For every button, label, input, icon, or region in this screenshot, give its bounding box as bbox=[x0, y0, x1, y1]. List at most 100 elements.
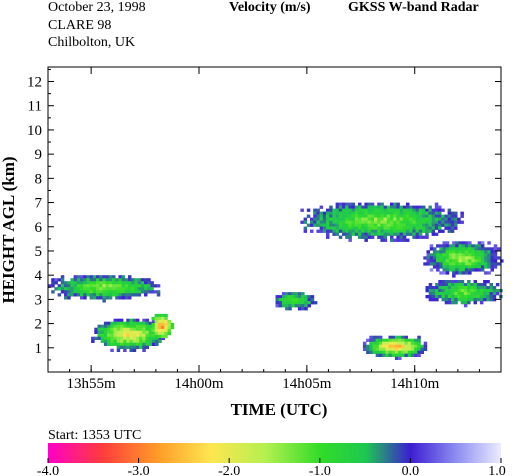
echo-cell bbox=[388, 338, 392, 342]
echo-cell bbox=[370, 205, 375, 209]
echo-cell bbox=[319, 226, 324, 230]
echo-region bbox=[151, 313, 175, 339]
echo-cell bbox=[457, 289, 461, 293]
echo-cell bbox=[415, 208, 420, 212]
echo-cell bbox=[150, 287, 154, 291]
echo-cell bbox=[490, 259, 494, 263]
x-tick-label: 14h05m bbox=[282, 376, 332, 392]
echo-cell bbox=[89, 281, 94, 285]
echo-cell bbox=[412, 211, 416, 215]
echo-cell bbox=[388, 347, 392, 351]
echo-cell bbox=[105, 278, 110, 282]
echo-cell bbox=[422, 214, 426, 218]
echo-cell bbox=[102, 287, 106, 291]
echo-cell bbox=[275, 298, 279, 302]
start-time-label: Start: 1353 UTC bbox=[48, 428, 141, 443]
echo-cell bbox=[407, 344, 412, 348]
echo-cell bbox=[480, 250, 485, 254]
echo-cell bbox=[161, 319, 165, 324]
echo-cell bbox=[116, 333, 121, 337]
echo-cell bbox=[447, 229, 452, 233]
echo-cell bbox=[342, 214, 346, 218]
echo-cell bbox=[412, 214, 416, 218]
echo-cell bbox=[474, 265, 478, 269]
echo-cell bbox=[463, 289, 468, 293]
echo-cell bbox=[80, 293, 84, 297]
echo-cell bbox=[374, 226, 378, 230]
echo-cell bbox=[118, 296, 122, 300]
echo-cell bbox=[431, 226, 436, 230]
echo-cell bbox=[364, 235, 368, 239]
echo-cell bbox=[417, 341, 421, 345]
echo-cell bbox=[322, 214, 327, 218]
echo-cell bbox=[116, 345, 121, 349]
echo-cell bbox=[370, 229, 375, 233]
echo-cell bbox=[390, 205, 394, 209]
echo-cell bbox=[426, 250, 430, 254]
echo-cell bbox=[116, 342, 121, 346]
echo-cell bbox=[140, 287, 145, 291]
echo-cell bbox=[412, 205, 416, 209]
echo-cell bbox=[148, 342, 153, 346]
echo-cell bbox=[383, 205, 388, 209]
echo-cell bbox=[67, 284, 71, 288]
echo-cell bbox=[380, 232, 384, 236]
echo-cell bbox=[445, 268, 450, 272]
echo-cell bbox=[377, 229, 381, 233]
echo-cell bbox=[155, 342, 159, 346]
echo-cell bbox=[121, 281, 126, 285]
echo-cell bbox=[438, 220, 442, 224]
echo-cell bbox=[164, 331, 168, 336]
echo-cell bbox=[438, 223, 442, 227]
echo-cell bbox=[385, 341, 389, 345]
echo-cell bbox=[487, 259, 491, 263]
echo-cell bbox=[126, 336, 130, 340]
echo-cell bbox=[83, 278, 87, 282]
echo-cell bbox=[364, 226, 368, 230]
echo-cell bbox=[275, 295, 279, 299]
echo-cell bbox=[425, 217, 429, 221]
echo-cell bbox=[361, 226, 365, 230]
echo-cell bbox=[156, 293, 161, 297]
echo-cell bbox=[319, 229, 324, 233]
echo-cell bbox=[80, 284, 84, 288]
echo-cell bbox=[447, 283, 452, 287]
echo-cell bbox=[429, 247, 434, 251]
echo-cell bbox=[358, 229, 362, 233]
echo-cell bbox=[396, 235, 400, 239]
x-tick-label: 14h10m bbox=[390, 376, 440, 392]
echo-cell bbox=[335, 214, 340, 218]
echo-cell bbox=[374, 208, 378, 212]
echo-cell bbox=[418, 229, 423, 233]
echo-cell bbox=[335, 220, 340, 224]
echo-cell bbox=[417, 347, 421, 351]
echo-cell bbox=[113, 339, 117, 343]
echo-cell bbox=[426, 253, 430, 257]
echo-cell bbox=[401, 335, 405, 339]
echo-cell bbox=[450, 220, 455, 224]
y-axis-label: HEIGHT AGL (km) bbox=[0, 156, 18, 303]
echo-cell bbox=[452, 241, 456, 245]
echo-cell bbox=[113, 318, 117, 322]
echo-cell bbox=[123, 345, 127, 349]
echo-cell bbox=[386, 217, 391, 221]
echo-cell bbox=[326, 226, 330, 230]
echo-cell bbox=[139, 324, 143, 328]
echo-cell bbox=[102, 275, 106, 279]
echo-cell bbox=[338, 202, 343, 206]
echo-cell bbox=[495, 289, 500, 293]
echo-cell bbox=[454, 217, 458, 221]
echo-cell bbox=[401, 344, 405, 348]
echo-cell bbox=[102, 299, 106, 303]
echo-cell bbox=[457, 280, 461, 284]
colorbar-tick-label: 0.0 bbox=[402, 464, 420, 476]
echo-cell bbox=[464, 244, 469, 248]
echo-cell bbox=[116, 324, 121, 328]
echo-cell bbox=[164, 316, 168, 321]
echo-cell bbox=[445, 262, 450, 266]
echo-cell bbox=[57, 293, 62, 297]
echo-cell bbox=[97, 336, 101, 340]
echo-cell bbox=[345, 220, 349, 224]
echo-cell bbox=[142, 330, 146, 334]
